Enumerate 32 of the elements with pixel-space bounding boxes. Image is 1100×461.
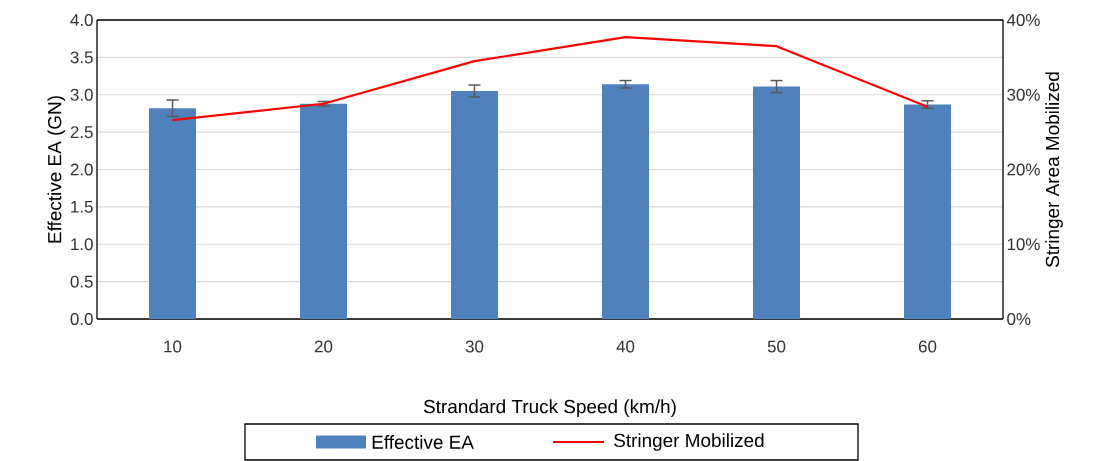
y-axis-title: Effective EA (GN) bbox=[47, 96, 66, 243]
y-tick-label: 3.5 bbox=[70, 51, 93, 64]
x-axis-title: Strandard Truck Speed (km/h) bbox=[423, 399, 676, 417]
y-tick-label: 2.0 bbox=[70, 163, 93, 176]
bar bbox=[451, 91, 498, 319]
x-tick-label: 40 bbox=[616, 340, 635, 353]
y-tick-label: 1.0 bbox=[71, 238, 93, 251]
y-tick-label: 1.5 bbox=[71, 200, 93, 213]
legend-label: Effective EA bbox=[372, 435, 474, 449]
x-tick-label: 20 bbox=[314, 340, 333, 353]
y2-tick-label: 40% bbox=[1006, 14, 1040, 26]
x-tick-label: 50 bbox=[767, 340, 786, 353]
bar bbox=[149, 108, 196, 319]
x-tick-label: 10 bbox=[164, 340, 182, 353]
y-tick-label: 2.5 bbox=[70, 126, 93, 139]
y2-tick-label: 0% bbox=[1007, 313, 1031, 325]
x-tick-label: 30 bbox=[465, 340, 484, 353]
x-tick-label: 60 bbox=[918, 340, 937, 353]
y-tick-label: 0.5 bbox=[70, 275, 93, 288]
y-tick-label: 4.0 bbox=[70, 14, 93, 26]
y-tick-label: 0.0 bbox=[70, 313, 93, 325]
y2-axis-title: Stringer Area Mobilized bbox=[1045, 72, 1063, 268]
bar bbox=[904, 104, 952, 319]
y-tick-label: 3.0 bbox=[70, 88, 93, 101]
y2-tick-label: 30% bbox=[1007, 88, 1040, 101]
y2-tick-label: 10% bbox=[1007, 238, 1040, 251]
bar bbox=[753, 86, 801, 319]
bar bbox=[602, 84, 649, 319]
legend-label: Stringer Mobilized bbox=[614, 433, 764, 451]
bar bbox=[300, 103, 347, 319]
line-series bbox=[171, 36, 929, 122]
y2-tick-label: 20% bbox=[1007, 163, 1040, 176]
